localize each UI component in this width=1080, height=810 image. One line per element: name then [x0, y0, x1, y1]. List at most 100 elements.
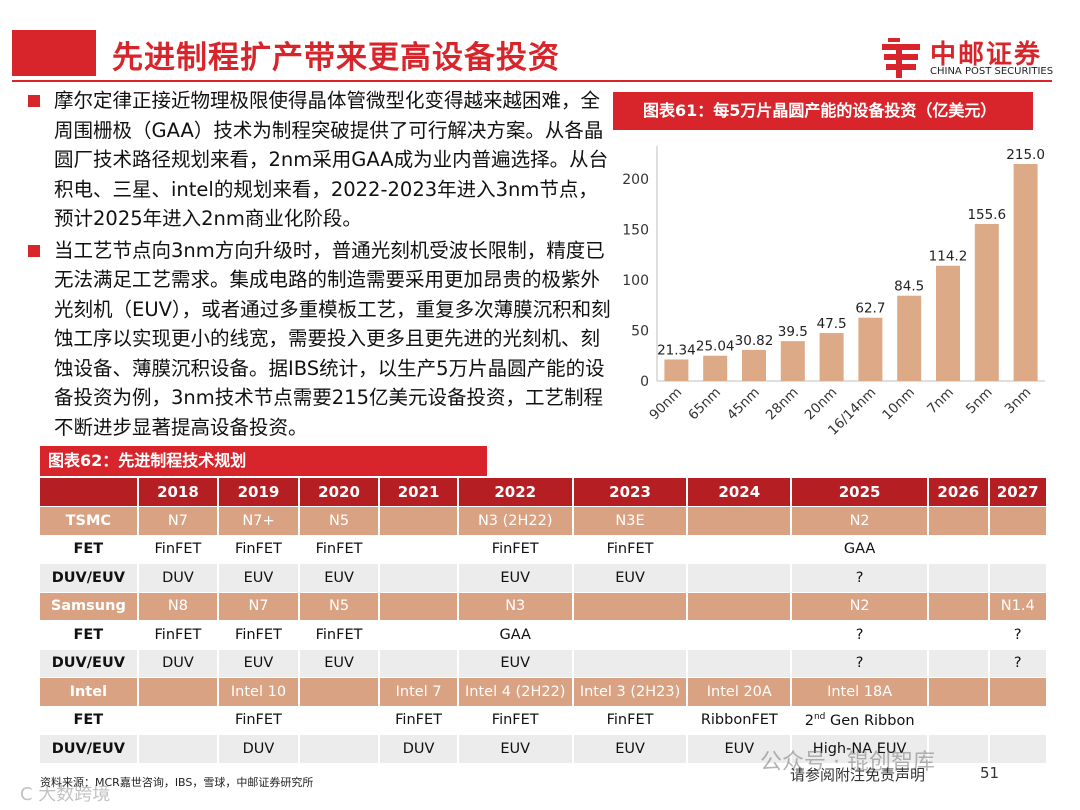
table-cell: N3E [572, 506, 689, 536]
bar [936, 265, 960, 381]
china-post-logo-icon [882, 38, 920, 78]
table-cell [137, 734, 220, 764]
bullet-list: 摩尔定律正接近物理极限使得晶体管微型化变得越来越困难，全周围栅极（GAA）技术为… [28, 86, 613, 442]
x-tick-label: 7nm [924, 385, 957, 418]
table-cell [379, 620, 459, 650]
fet-ordinal: 2 [804, 712, 814, 729]
table-cell: High-NA EUV [791, 734, 930, 764]
data-label: 84.5 [894, 279, 924, 295]
table-cell [687, 620, 793, 650]
table-cell: GAA [457, 620, 574, 650]
bullet-item: 当工艺节点向3nm方向升级时，普通光刻机受波长限制，精度已无法满足工艺需求。集成… [28, 236, 613, 443]
table-cell [928, 592, 990, 621]
table-cell: DUV [379, 734, 459, 764]
row-header: DUV/EUV [40, 649, 139, 678]
table-cell: EUV [218, 649, 300, 678]
table-cell: FinFET [218, 706, 300, 735]
table-cell: EUV [572, 563, 689, 593]
table-cell: Intel 20A [687, 677, 793, 707]
table-header-row: 2018 2019 2020 2021 2022 2023 2024 2025 … [40, 478, 1048, 507]
table-row-tsmc-litho: DUV/EUV DUV EUV EUV EUV EUV ? [40, 563, 1048, 593]
table-cell [572, 649, 689, 678]
year-header: 2026 [928, 478, 990, 507]
table-cell: N7 [137, 506, 220, 536]
x-tick-label: 10nm [879, 385, 918, 424]
table-row-tsmc-fet: FET FinFET FinFET FinFET FinFET FinFET G… [40, 535, 1048, 564]
table-cell: Intel 3 (2H23) [572, 677, 689, 707]
y-tick-label: 200 [622, 172, 649, 188]
bar [664, 359, 689, 381]
header-corner [40, 478, 139, 507]
table-cell [298, 677, 381, 707]
table-cell [687, 535, 793, 564]
fet-ordinal-suffix: nd [813, 711, 826, 722]
page-title: 先进制程扩产带来更高设备投资 [112, 40, 560, 76]
x-tick-label: 90nm [646, 385, 685, 424]
table-cell [988, 563, 1048, 593]
table-cell: 2nd Gen Ribbon [791, 706, 930, 735]
row-header: FET [40, 620, 139, 650]
table-cell: FinFET [298, 535, 381, 564]
disclaimer-note: 请参阅附注免责声明 [790, 766, 926, 784]
table-cell: ? [988, 620, 1048, 650]
year-header: 2018 [137, 478, 220, 507]
table-cell: FinFET [298, 620, 381, 650]
data-label: 215.0 [1006, 147, 1045, 163]
table-cell: N2 [791, 506, 930, 536]
table-cell [988, 734, 1048, 764]
table-cell: N7+ [218, 506, 300, 536]
table-cell: FinFET [572, 535, 689, 564]
table-cell: N5 [298, 592, 381, 621]
bullet-text: 当工艺节点向3nm方向升级时，普通光刻机受波长限制，精度已无法满足工艺需求。集成… [54, 238, 611, 439]
table-cell: EUV [457, 563, 574, 593]
data-label: 30.82 [735, 333, 774, 349]
x-tick-label: 45nm [724, 385, 763, 424]
data-label: 155.6 [967, 207, 1006, 223]
table-cell [379, 592, 459, 621]
table-cell: DUV [137, 649, 220, 678]
table-cell [687, 506, 793, 536]
row-header: Intel [40, 677, 139, 707]
table-cell: EUV [218, 563, 300, 593]
table-cell: ? [791, 563, 930, 593]
table-row-intel-node: Intel Intel 10 Intel 7 Intel 4 (2H22) In… [40, 677, 1048, 707]
table-row-samsung-litho: DUV/EUV DUV EUV EUV EUV ? ? [40, 649, 1048, 678]
year-header: 2024 [687, 478, 793, 507]
watermark-text: 公众号 · 锟创智库 [760, 750, 935, 775]
table-cell: GAA [791, 535, 930, 564]
table-cell: RibbonFET [687, 706, 793, 735]
table-cell: Intel 10 [218, 677, 300, 707]
table-cell [988, 706, 1048, 735]
bar [974, 223, 999, 381]
bullet-square-icon [28, 95, 40, 107]
table-row-intel-litho: DUV/EUV DUV DUV EUV EUV EUV High-NA EUV [40, 734, 1048, 764]
table-cell [379, 649, 459, 678]
table-cell: Intel 18A [791, 677, 930, 707]
table-row-samsung-fet: FET FinFET FinFET FinFET GAA ? ? [40, 620, 1048, 650]
table-cell: DUV [137, 563, 220, 593]
x-tick-label: 65nm [685, 385, 724, 424]
bar [819, 333, 844, 381]
table-cell: FinFET [137, 535, 220, 564]
data-label: 21.34 [657, 342, 696, 358]
table-cell [988, 506, 1048, 536]
y-tick-label: 150 [622, 223, 649, 239]
table-cell: Intel 7 [379, 677, 459, 707]
table-cell [379, 563, 459, 593]
table-row-samsung-node: Samsung N8 N7 N5 N3 N2 N1.4 [40, 592, 1048, 621]
row-header: DUV/EUV [40, 563, 139, 593]
x-tick-label: 5nm [963, 385, 996, 418]
year-header: 2027 [988, 478, 1048, 507]
row-header: Samsung [40, 592, 139, 621]
table-cell [687, 563, 793, 593]
title-accent-left [0, 30, 12, 76]
bar [703, 355, 728, 381]
table-cell [928, 535, 990, 564]
table-cell: FinFET [572, 706, 689, 735]
table-cell: EUV [457, 734, 574, 764]
year-header: 2019 [218, 478, 300, 507]
year-header: 2025 [791, 478, 930, 507]
table-cell [298, 734, 381, 764]
bar [742, 349, 766, 381]
table-cell [988, 535, 1048, 564]
